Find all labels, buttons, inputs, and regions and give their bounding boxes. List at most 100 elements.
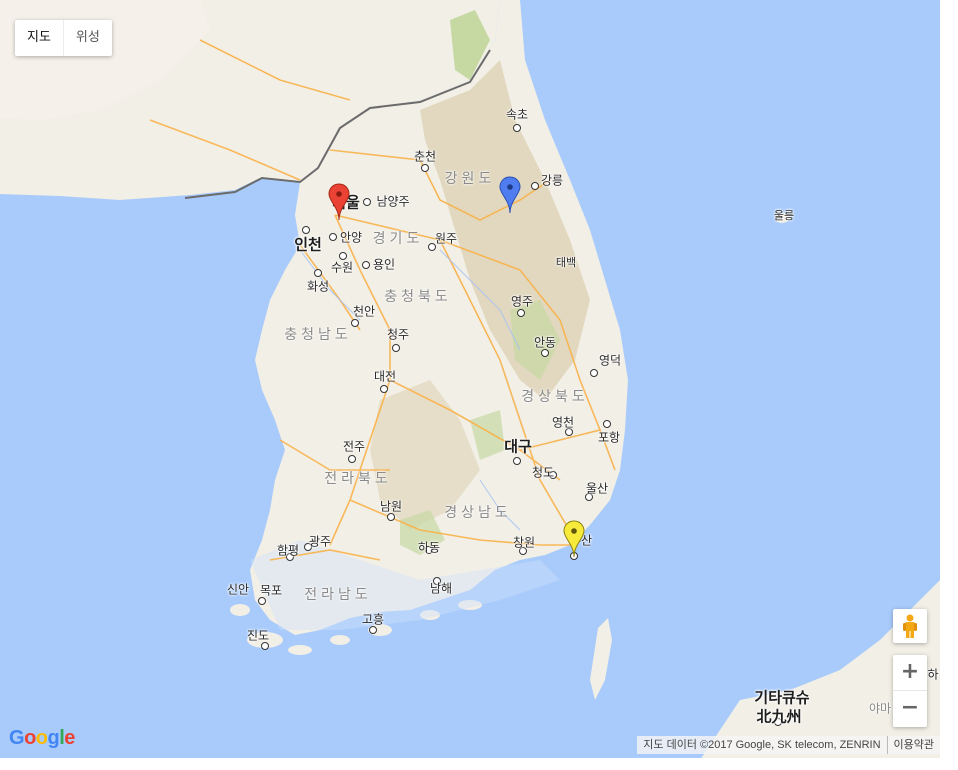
- city-dot-namwon: [387, 513, 395, 521]
- logo-letter: o: [24, 727, 36, 749]
- city-dot-yeongdeok: [590, 369, 598, 377]
- city-label-jindo: 진도: [246, 628, 270, 643]
- city-dot-incheon: [302, 226, 310, 234]
- city-label-cheongdo: 청도: [531, 465, 555, 480]
- city-dot-anyang: [329, 233, 337, 241]
- region-jeonbuk: 전라북도: [324, 471, 392, 487]
- city-dot-sokcho: [513, 124, 521, 132]
- city-label-gwangju: 광주: [308, 534, 332, 549]
- city-label-goheung: 고흥: [361, 612, 385, 627]
- terms-link[interactable]: 이용약관: [886, 736, 940, 754]
- map-base: [0, 0, 940, 758]
- city-label-namhae: 남해: [429, 581, 453, 596]
- city-label-yeongju: 영주: [510, 294, 534, 309]
- city-dot-changwon: [519, 547, 527, 555]
- city-label-andong: 안동: [533, 335, 557, 350]
- city-dot-hwaseong: [314, 269, 322, 277]
- city-label-cheonan: 천안: [352, 304, 376, 319]
- city-label-yeongdeok: 영덕: [598, 353, 622, 368]
- city-dot-wonju: [428, 243, 436, 251]
- city-label-sokcho: 속초: [505, 107, 529, 122]
- city-label-incheon: 인천: [294, 235, 322, 254]
- city-dot-namhae: [433, 577, 441, 585]
- city-label-daejeon: 대전: [373, 369, 397, 384]
- map-data-attribution: 지도 데이터 ©2017 Google, SK telecom, ZENRIN: [643, 739, 881, 751]
- city-dot-gwangju: [304, 543, 312, 551]
- city-dot-yeongju: [517, 309, 525, 317]
- city-dot-yongin: [362, 261, 370, 269]
- city-label-cheongju: 청주: [386, 327, 410, 342]
- city-dot-kitakyushu: [774, 718, 782, 726]
- city-label-yamaguchi: 야마: [868, 701, 892, 716]
- city-dot-hampyeong: [286, 553, 294, 561]
- city-label-sinan: 신안: [226, 582, 250, 597]
- map-type-satellite-button[interactable]: 위성: [62, 20, 112, 56]
- city-label-daegu: 대구: [504, 437, 532, 456]
- city-dot-hadong: [425, 546, 433, 554]
- city-dot-gangneung: [531, 182, 539, 190]
- city-label-kitakyushu-kana: 기타큐슈: [754, 688, 810, 707]
- city-label-gangneung: 강릉: [540, 173, 564, 188]
- city-dot-goheung: [369, 626, 377, 634]
- zoom-in-button[interactable]: +: [893, 655, 927, 691]
- pegman-button[interactable]: [893, 609, 927, 643]
- zoom-out-button[interactable]: −: [900, 695, 920, 720]
- city-label-namyangju: 남양주: [376, 194, 410, 209]
- region-chungnam: 충청남도: [284, 327, 352, 343]
- city-dot-jeonju: [348, 455, 356, 463]
- city-dot-cheongju: [392, 344, 400, 352]
- city-dot-namyangju: [363, 198, 371, 206]
- attribution-bar: 지도 데이터 ©2017 Google, SK telecom, ZENRIN …: [637, 736, 940, 754]
- region-gangwon: 강원도: [444, 171, 496, 187]
- city-label-mokpo: 목포: [259, 583, 283, 598]
- city-label-changwon: 창원: [512, 535, 536, 550]
- region-chungbuk: 충청북도: [384, 289, 452, 305]
- city-label-hwaseong: 화성: [306, 279, 330, 294]
- google-logo[interactable]: Google: [9, 727, 75, 750]
- city-label-namwon: 남원: [379, 499, 403, 514]
- red-marker[interactable]: [328, 183, 350, 221]
- city-label-jeonju: 전주: [342, 439, 366, 454]
- logo-letter: G: [9, 727, 25, 749]
- logo-letter: e: [64, 727, 75, 749]
- logo-letter: l: [59, 727, 65, 749]
- city-dot-pohang: [603, 420, 611, 428]
- blue-marker[interactable]: [499, 176, 521, 214]
- city-label-yeongcheon: 영천: [551, 415, 575, 430]
- map-type-map-button[interactable]: 지도: [27, 30, 51, 45]
- city-label-hadong: 하동: [417, 540, 441, 555]
- city-dot-mokpo: [258, 597, 266, 605]
- region-gyeonggi: 경기도: [372, 231, 424, 247]
- city-dot-jindo: [261, 642, 269, 650]
- city-label-edge-partial: 하: [927, 667, 939, 682]
- city-label-ulsan: 울산: [585, 481, 609, 496]
- logo-letter: o: [35, 727, 48, 749]
- region-jeonnam: 전라남도: [304, 587, 372, 603]
- city-label-pohang: 포항: [597, 430, 621, 445]
- city-dot-suwon: [339, 252, 347, 260]
- city-label-suwon: 수원: [330, 260, 354, 275]
- city-label-hampyeong: 함평: [276, 543, 300, 558]
- city-dot-ulsan: [585, 493, 593, 501]
- city-label-chuncheon: 춘천: [413, 149, 437, 164]
- city-label-taebaek: 태백: [555, 256, 577, 269]
- city-dot-daegu: [513, 457, 521, 465]
- pegman-icon: [903, 614, 917, 638]
- city-dot-cheongdo: [549, 471, 557, 479]
- city-dot-daejeon: [380, 385, 388, 393]
- region-gyeongbuk: 경상북도: [521, 389, 589, 405]
- city-label-wonju: 원주: [434, 231, 458, 246]
- city-dot-andong: [541, 349, 549, 357]
- city-dot-chuncheon: [421, 164, 429, 172]
- map-type-control: 지도 위성: [15, 20, 112, 56]
- city-label-anyang: 안양: [339, 230, 363, 245]
- city-label-yongin: 용인: [372, 257, 396, 272]
- zoom-control: + −: [893, 655, 927, 727]
- map-canvas[interactable]: 강원도 경기도 충청북도 충청남도 경상북도 전라북도 경상남도 전라남도 속초…: [0, 0, 940, 758]
- region-gyeongnam: 경상남도: [444, 505, 512, 521]
- city-dot-cheonan: [351, 319, 359, 327]
- logo-letter: g: [47, 727, 60, 749]
- city-dot-yeongcheon: [565, 428, 573, 436]
- city-label-kitakyushu-kanji: 北九州: [756, 707, 802, 726]
- yellow-marker[interactable]: [563, 520, 585, 558]
